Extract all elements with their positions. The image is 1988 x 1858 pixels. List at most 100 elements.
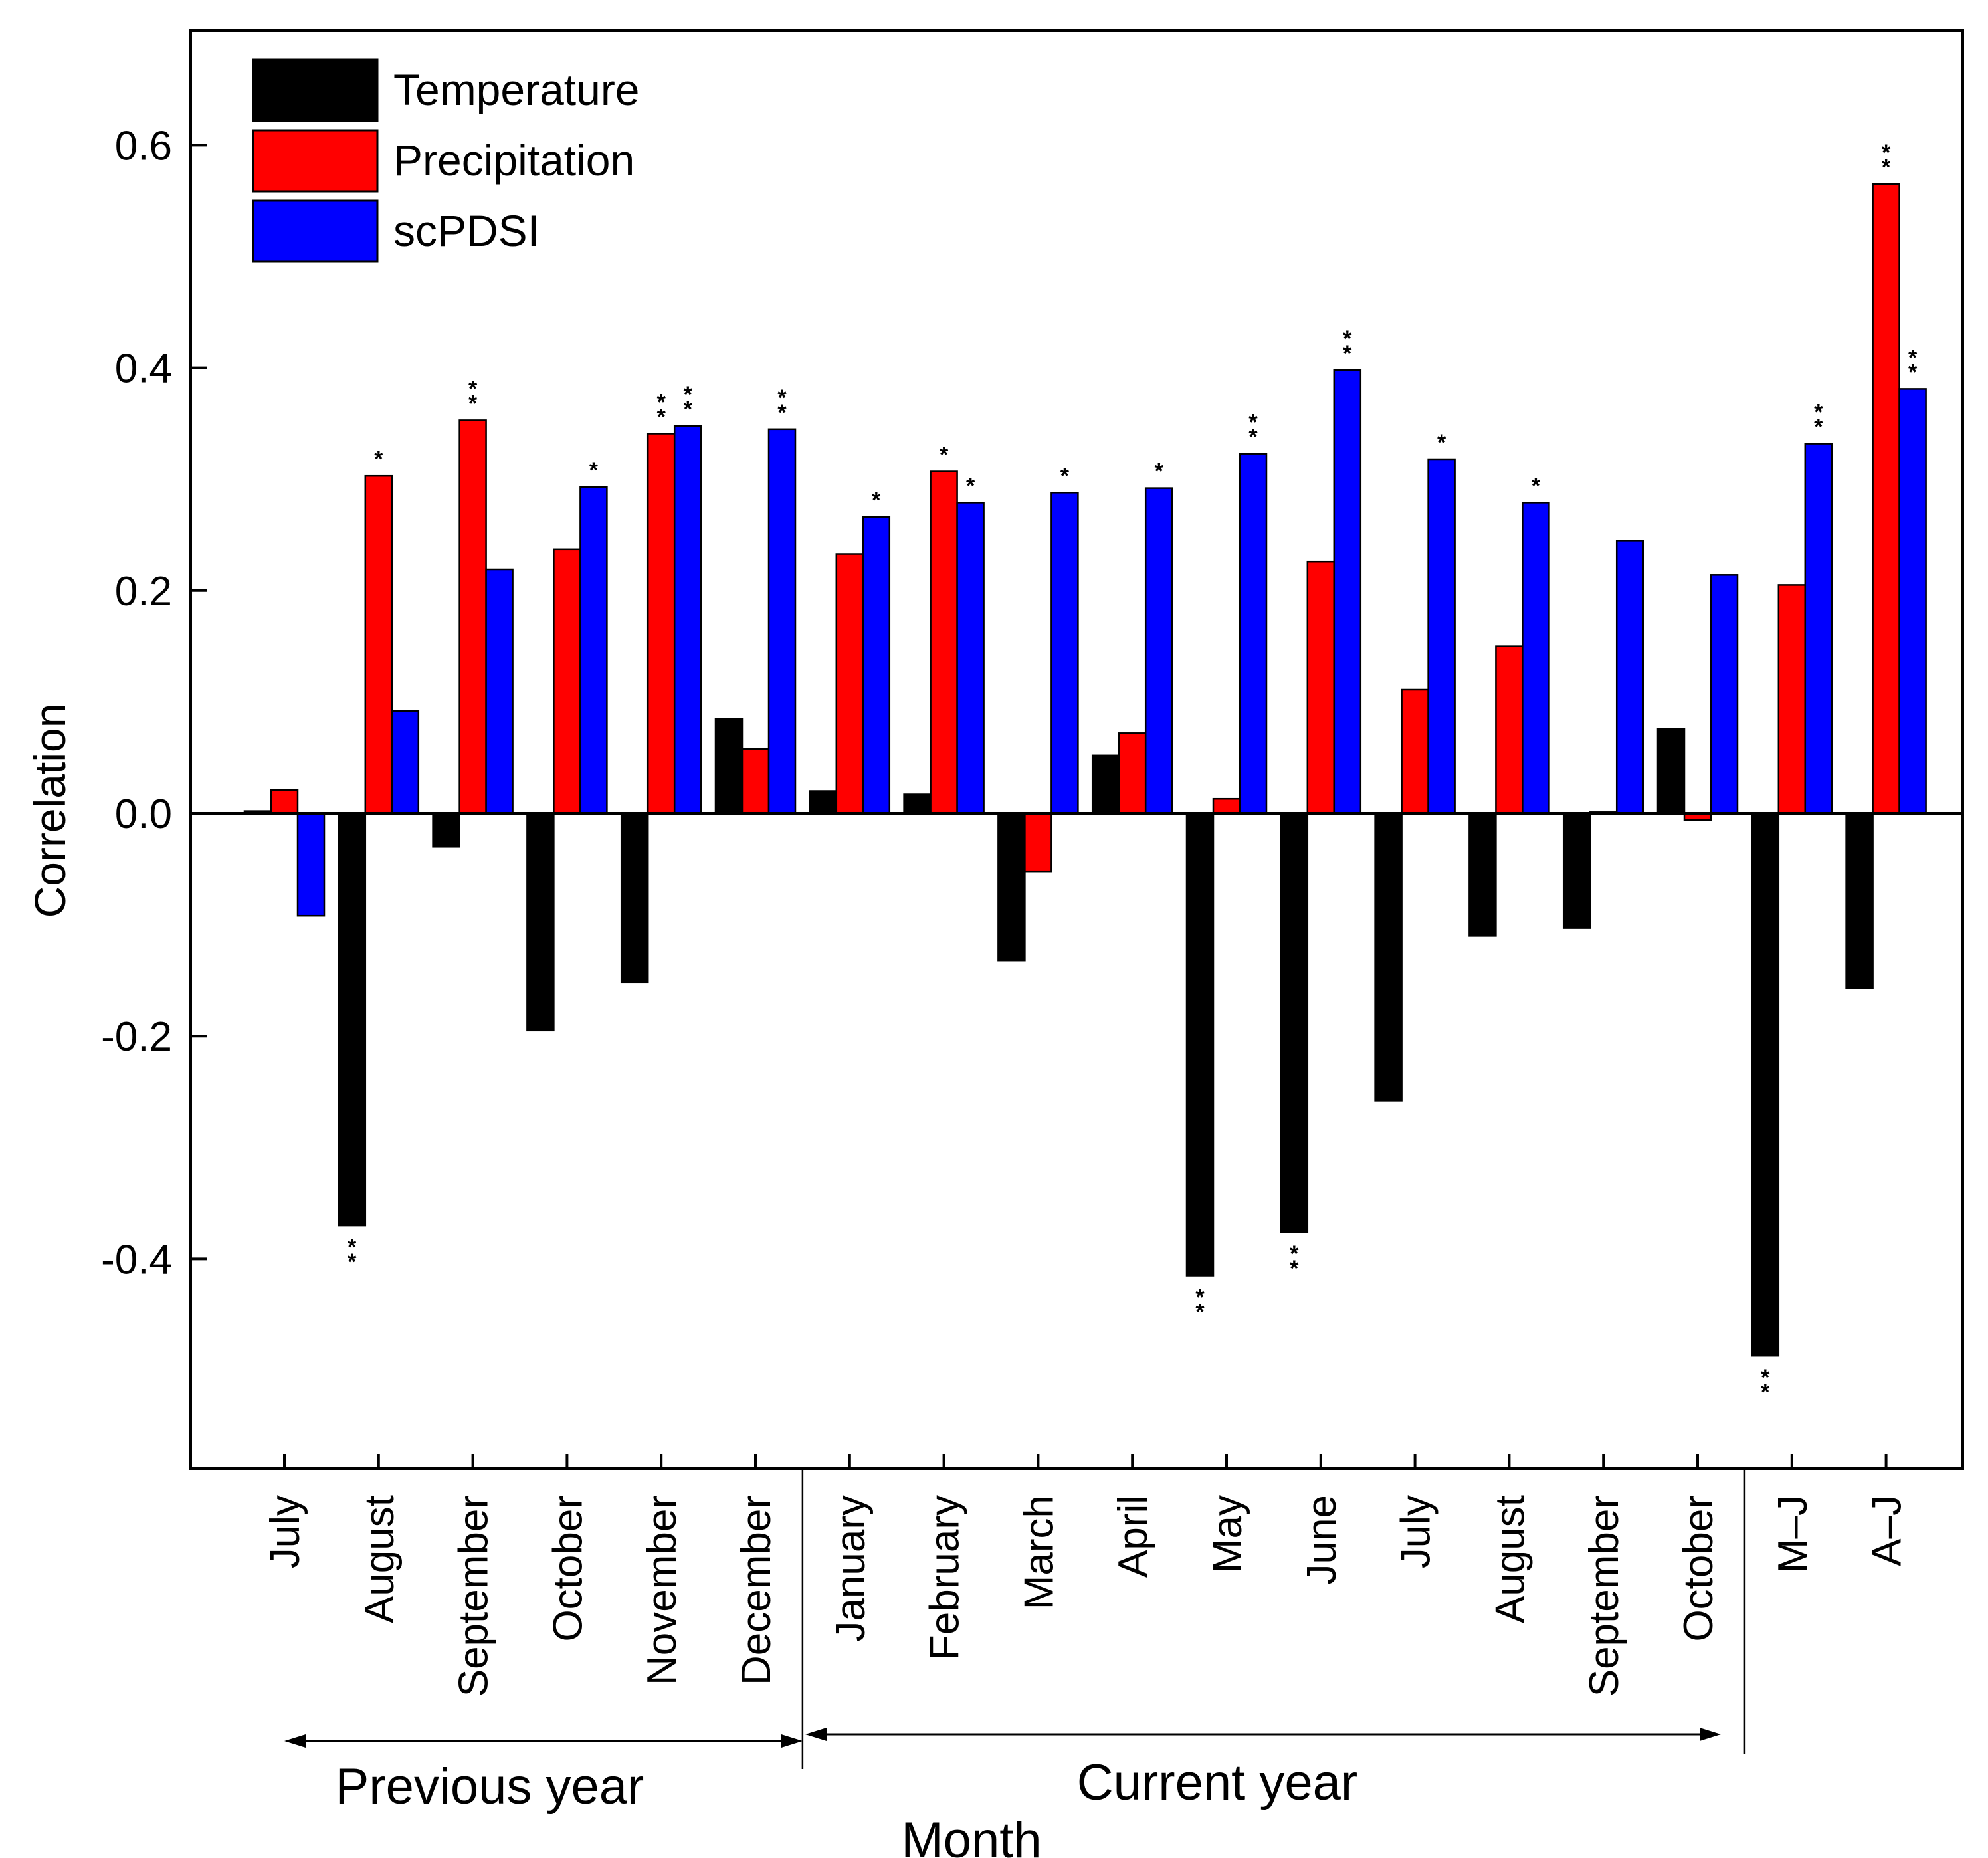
bar-temperature-5 — [714, 718, 744, 815]
y-tick-label: 0.6 — [115, 123, 172, 169]
bar-temperature-15 — [1656, 728, 1686, 815]
significance-marker: * — [1814, 415, 1823, 440]
x-tick-label: M–J — [1770, 1495, 1816, 1573]
bar-precipitation-12 — [1401, 688, 1429, 815]
bar-precipitation-17 — [1872, 183, 1900, 815]
y-tick-label: 0.0 — [115, 791, 172, 837]
x-axis-label: Month — [901, 1812, 1041, 1858]
x-tick-label: September — [1581, 1495, 1627, 1697]
significance-marker: * — [1195, 1285, 1205, 1310]
significance-marker: * — [348, 1235, 357, 1260]
significance-marker: * — [348, 1249, 357, 1275]
bar-precipitation-16 — [1777, 584, 1807, 815]
legend-label: Temperature — [393, 65, 640, 114]
significance-marker: * — [1882, 140, 1891, 165]
legend-label: scPDSI — [393, 206, 540, 255]
bar-precipitation-7 — [930, 470, 958, 815]
bar-scpdsi-13 — [1522, 502, 1550, 815]
bar-scpdsi-9 — [1144, 487, 1173, 815]
x-tick-label: August — [1487, 1495, 1533, 1623]
significance-marker: * — [1761, 1365, 1770, 1390]
x-tick-label: July — [1393, 1495, 1439, 1568]
y-tick-label: -0.2 — [101, 1014, 172, 1060]
significance-marker: * — [1437, 430, 1446, 455]
bar-temperature-16 — [1751, 812, 1780, 1357]
current-year-arrow — [805, 1728, 1721, 1741]
bar-temperature-6 — [809, 790, 838, 815]
bar-scpdsi-3 — [579, 486, 608, 815]
y-tick-label: 0.2 — [115, 569, 172, 615]
x-tick-label: September — [451, 1495, 497, 1697]
bar-scpdsi-7 — [956, 502, 985, 815]
significance-marker: * — [872, 488, 881, 513]
x-tick-label: August — [357, 1495, 403, 1623]
significance-marker: * — [1290, 1256, 1299, 1281]
significance-marker: * — [1882, 155, 1891, 180]
bar-temperature-17 — [1845, 812, 1874, 989]
group-label: Previous year — [336, 1758, 645, 1815]
legend-swatch-temperature — [252, 58, 379, 122]
y-axis: -0.4 -0.2 0.0 0.2 0.4 0.6 — [101, 123, 207, 1283]
arrow-head-right — [1700, 1728, 1721, 1741]
x-tick-label: April — [1110, 1495, 1156, 1578]
bar-scpdsi-8 — [1050, 492, 1079, 815]
significance-marker: * — [1814, 400, 1823, 425]
x-tick-label: December — [734, 1495, 779, 1685]
significance-marker: * — [657, 390, 666, 415]
bar-scpdsi-5 — [767, 428, 797, 815]
x-tick-label: A–J — [1864, 1495, 1910, 1566]
bar-precipitation-5 — [741, 748, 770, 815]
bar-precipitation-9 — [1118, 732, 1147, 815]
significance-marker: * — [1343, 341, 1352, 366]
x-tick-label: May — [1205, 1495, 1250, 1573]
y-tick-label: 0.4 — [115, 346, 172, 392]
significance-marker: * — [657, 405, 666, 430]
bar-precipitation-3 — [553, 548, 581, 815]
bar-temperature-4 — [620, 812, 649, 984]
group-annotations: Previous year Current year — [284, 1469, 1746, 1815]
previous-year-arrow — [284, 1734, 803, 1748]
legend: Temperature Precipitation scPDSI — [252, 58, 640, 263]
significance-marker: * — [468, 376, 478, 401]
legend-swatch-precipitation — [252, 129, 379, 193]
significance-marker: * — [1060, 463, 1070, 488]
legend-swatch-scpdsi — [252, 199, 379, 263]
bar-temperature-13 — [1468, 812, 1497, 937]
y-tick-label: -0.4 — [101, 1237, 172, 1283]
significance-marker: * — [684, 382, 693, 407]
bar-precipitation-8 — [1024, 812, 1052, 873]
significance-marker: * — [1908, 345, 1918, 370]
significance-layer: ******** ******* * ******************* — [348, 140, 1918, 1405]
bar-scpdsi-10 — [1239, 453, 1268, 815]
significance-marker: * — [1195, 1300, 1205, 1325]
significance-marker: * — [1343, 326, 1352, 352]
significance-marker: * — [1248, 425, 1258, 450]
bar-scpdsi-15 — [1710, 574, 1739, 815]
plot-frame — [189, 29, 1964, 1470]
bar-temperature-9 — [1091, 754, 1120, 815]
significance-marker: * — [777, 385, 787, 411]
x-tick-label: October — [545, 1495, 591, 1642]
bar-scpdsi-6 — [862, 516, 891, 815]
bar-scpdsi-12 — [1427, 458, 1456, 815]
bar-temperature-2 — [432, 812, 460, 848]
bar-temperature-3 — [526, 812, 555, 1032]
bar-precipitation-0 — [270, 789, 299, 815]
significance-marker: * — [966, 473, 975, 498]
x-tick-label: March — [1016, 1495, 1062, 1609]
bar-precipitation-4 — [646, 433, 676, 815]
significance-marker: * — [1248, 410, 1258, 435]
bars-layer — [243, 183, 1927, 1357]
arrow-head-right — [781, 1734, 803, 1748]
bar-scpdsi-1 — [391, 710, 420, 815]
group-label: Current year — [1077, 1754, 1357, 1811]
bar-precipitation-2 — [458, 419, 487, 815]
bar-scpdsi-16 — [1804, 443, 1833, 815]
arrow-head-left — [284, 1734, 306, 1748]
x-tick-label: June — [1299, 1495, 1345, 1584]
bar-precipitation-11 — [1306, 560, 1336, 815]
bar-temperature-14 — [1562, 812, 1591, 929]
bar-precipitation-6 — [835, 553, 864, 815]
bar-temperature-12 — [1374, 812, 1403, 1102]
